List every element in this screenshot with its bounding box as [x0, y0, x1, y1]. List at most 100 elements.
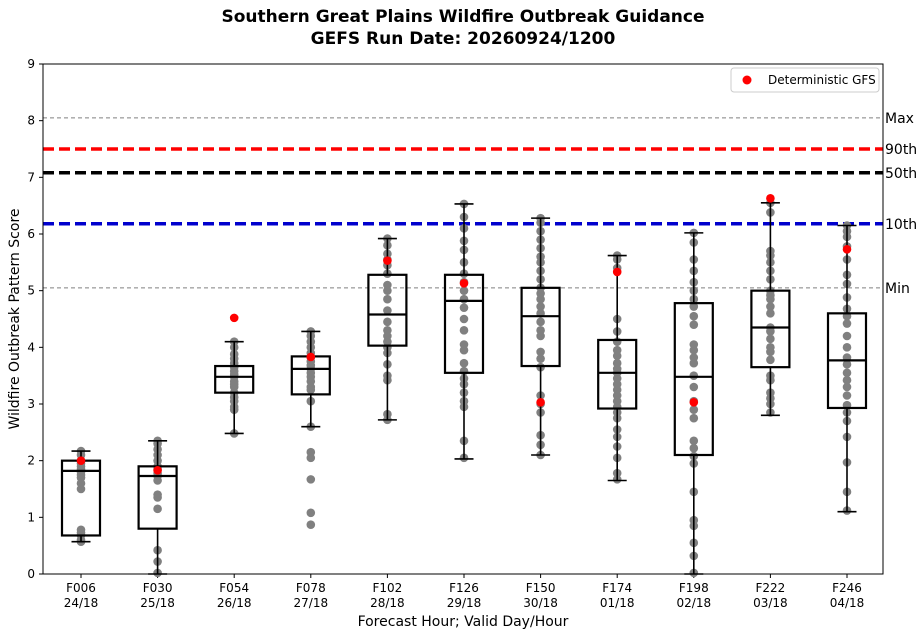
deterministic-point [842, 245, 852, 254]
member-point [689, 382, 699, 392]
member-point [689, 358, 699, 368]
member-point [459, 326, 469, 335]
member-point [842, 343, 852, 352]
reference-label-min: Min [885, 281, 910, 297]
y-tick-label: 1 [27, 510, 35, 524]
legend-marker-deterministic [742, 75, 752, 85]
member-point [459, 303, 469, 312]
member-point [306, 385, 316, 395]
x-tick-label-hour: F222 [755, 581, 785, 595]
x-tick-label-valid: 04/18 [830, 596, 865, 610]
member-point [766, 334, 775, 344]
member-point [842, 319, 852, 328]
deterministic-point [612, 267, 622, 277]
member-point [306, 508, 316, 518]
reference-label-10th: 10th [885, 217, 917, 233]
member-point [153, 493, 162, 502]
legend-label-deterministic: Deterministic GFS [768, 73, 876, 87]
reference-label-90th: 90th [885, 142, 917, 158]
member-point [536, 302, 545, 311]
legend-frame [730, 67, 880, 93]
x-tick-label-valid: 02/18 [677, 596, 712, 610]
chart-title: Southern Great Plains Wildfire Outbreak … [222, 7, 705, 27]
member-point [689, 405, 699, 414]
deterministic-point [383, 256, 392, 265]
deterministic-point [76, 456, 86, 465]
member-point [766, 327, 775, 336]
member-point [766, 302, 775, 311]
member-point [536, 354, 545, 363]
member-point [766, 355, 775, 365]
y-tick-label: 8 [27, 114, 35, 128]
y-tick-label: 9 [27, 57, 35, 71]
deterministic-point [306, 352, 316, 362]
deterministic-point [229, 313, 239, 323]
member-point [842, 391, 852, 400]
member-point [842, 368, 852, 378]
x-tick-label-hour: F198 [679, 581, 709, 595]
member-point [536, 317, 545, 327]
member-point [766, 347, 775, 357]
x-tick-label-valid: 29/18 [447, 596, 482, 610]
iqr-box [443, 273, 485, 374]
x-tick-label-valid: 30/18 [523, 596, 558, 610]
y-tick-label: 4 [27, 340, 35, 354]
x-tick-label-hour: F054 [219, 581, 249, 595]
member-point [689, 371, 699, 380]
axes-frame [42, 63, 884, 575]
deterministic-point [689, 398, 699, 407]
member-point [536, 347, 545, 357]
deterministic-point [153, 466, 162, 475]
y-tick-label: 6 [27, 227, 35, 241]
member-point [459, 286, 469, 295]
y-tick-label: 5 [27, 284, 35, 298]
y-axis-label: Wildfire Outbreak Pattern Score [7, 208, 23, 429]
iqr-box [750, 289, 791, 369]
member-point [842, 375, 852, 385]
member-point [689, 413, 699, 423]
member-point [383, 306, 392, 315]
member-point [536, 294, 545, 304]
x-tick-label-valid: 25/18 [140, 596, 175, 610]
x-tick-label-valid: 24/18 [64, 596, 99, 610]
member-point [689, 436, 699, 446]
member-point [689, 443, 699, 453]
x-tick-label-valid: 26/18 [217, 596, 252, 610]
member-point [306, 475, 316, 484]
iqr-box [367, 273, 408, 347]
deterministic-point [536, 398, 545, 407]
member-point [459, 314, 469, 324]
y-tick-label: 3 [27, 397, 35, 411]
x-tick-label-valid: 27/18 [294, 596, 329, 610]
member-point [689, 302, 699, 311]
x-tick-label-hour: F150 [526, 581, 556, 595]
reference-label-max: Max [885, 111, 914, 127]
x-tick-label-hour: F030 [143, 581, 173, 595]
iqr-box [520, 286, 561, 368]
member-point [76, 484, 86, 494]
member-point [153, 476, 162, 485]
member-point [689, 311, 699, 321]
member-point [306, 453, 316, 463]
member-point [689, 320, 699, 329]
iqr-box [597, 338, 638, 410]
legend: Deterministic GFS [730, 67, 880, 93]
member-point [153, 504, 162, 514]
y-tick-label: 0 [27, 567, 35, 581]
member-point [383, 317, 392, 327]
x-tick-label-hour: F246 [832, 581, 862, 595]
member-point [459, 345, 469, 355]
